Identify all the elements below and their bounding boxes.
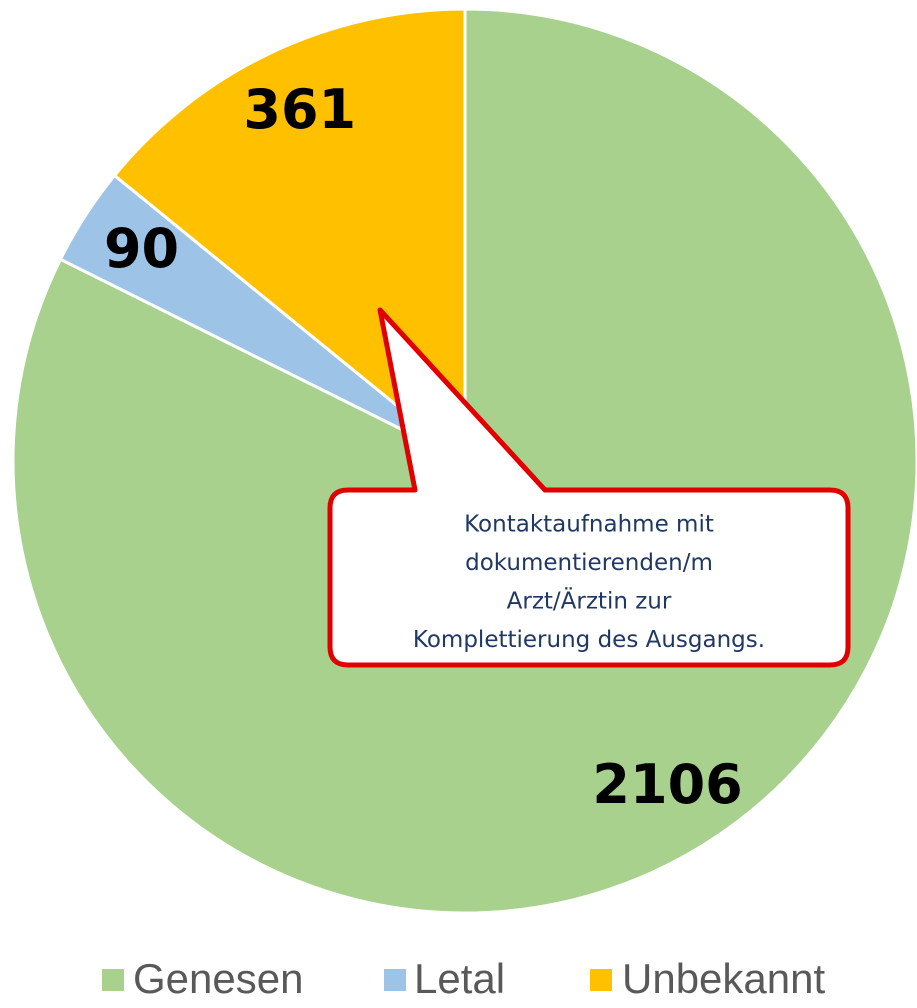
legend-swatch: [384, 969, 406, 991]
data-label: 361: [243, 78, 356, 141]
callout: [327, 307, 851, 668]
legend-label: Letal: [414, 955, 505, 1002]
annotation: Komplettierung des Ausgangs.: [413, 627, 765, 653]
pie: [11, 7, 917, 915]
legend-label: Genesen: [133, 955, 303, 1002]
pie-slice: [112, 7, 467, 465]
legend-swatch: [102, 969, 124, 991]
annotation: dokumentierenden/m: [465, 550, 713, 576]
annotation: Arzt/Ärztin zur: [507, 587, 672, 615]
data-label: 90: [104, 217, 179, 280]
legend-label: Unbekannt: [622, 955, 825, 1002]
data-label: 2106: [592, 753, 742, 816]
pie-slice: [11, 7, 917, 915]
legend-swatch: [590, 969, 612, 991]
annotation: Kontaktaufnahme mit: [464, 512, 714, 538]
